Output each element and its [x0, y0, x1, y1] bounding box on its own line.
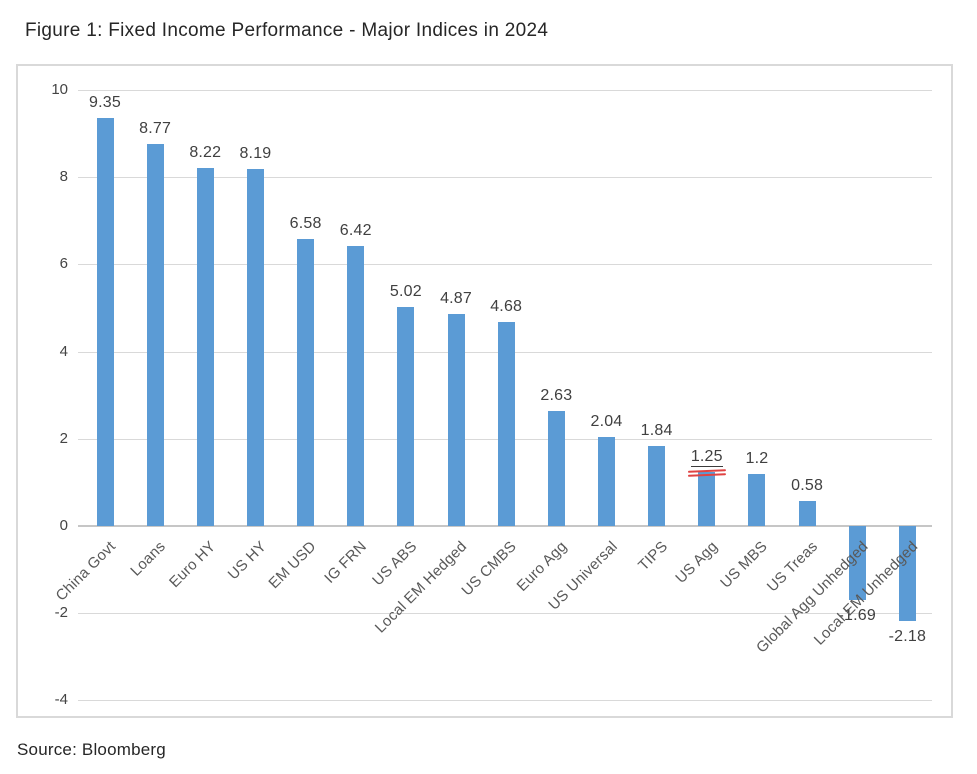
y-axis-tick-label: 8: [59, 168, 68, 186]
bar-value-label: -2.18: [888, 628, 927, 646]
bar-value-label: 6.58: [289, 215, 322, 233]
x-axis-category-label: IG FRN: [320, 538, 370, 587]
y-axis-tick-label: 2: [59, 429, 68, 447]
bar: [297, 239, 315, 526]
bar-value-label: 8.19: [239, 144, 272, 162]
y-axis-tick-label: 0: [59, 517, 68, 534]
bar-value-label: 1.84: [640, 421, 673, 439]
gridline: [78, 90, 932, 91]
y-axis-tick-label: -4: [54, 691, 68, 709]
y-axis-tick-label: -2: [54, 604, 68, 622]
bar: [648, 445, 666, 526]
annotated-value-text: 1.25: [690, 447, 723, 467]
bar-value-label: 2.04: [590, 413, 623, 431]
bar: [397, 307, 415, 526]
bar: [447, 313, 465, 526]
bar-value-label: 4.87: [440, 289, 473, 307]
bar-value-label: 4.68: [490, 297, 523, 315]
figure-title: Figure 1: Fixed Income Performance - Maj…: [25, 20, 549, 41]
bar: [898, 526, 916, 622]
bar-value-label: 9.35: [89, 94, 121, 112]
gridline: [78, 613, 932, 615]
gridline: [78, 177, 932, 179]
bar: [146, 143, 164, 526]
zero-axis-line: [78, 525, 932, 527]
gridline: [78, 264, 932, 266]
bar: [748, 473, 766, 526]
bar: [246, 168, 264, 526]
x-axis-category-label: US HY: [224, 538, 270, 584]
x-axis-category-label: Euro HY: [166, 538, 220, 592]
bar-value-label: 5.02: [389, 283, 422, 301]
x-axis-category-label: TIPS: [634, 538, 671, 575]
bar: [347, 246, 365, 526]
bar-value-label: 8.77: [139, 119, 172, 137]
bar: [497, 321, 515, 526]
red-underline-annotation: [687, 472, 726, 477]
bar: [798, 500, 816, 526]
y-axis-tick-label: 10: [51, 81, 68, 98]
x-axis-category-label: Loans: [127, 538, 170, 580]
bar-value-label: 0.58: [791, 476, 824, 494]
bar: [96, 118, 114, 526]
bar: [598, 437, 615, 526]
x-axis-category-label: China Govt: [52, 538, 120, 605]
x-axis-category-label: EM USD: [265, 538, 320, 593]
gridline: [78, 700, 932, 702]
chart-area: 10 8 6 4 2 0 -2 -4 9.35 China Govt 8.77 Loans 8.22 Eu…: [16, 64, 953, 718]
source-caption: Source: Bloomberg: [17, 740, 166, 759]
y-axis-tick-label: 4: [59, 342, 68, 360]
bar-value-label: 1.25: [662, 447, 752, 477]
bar-value-label: 6.42: [339, 222, 372, 240]
bar-value-label: 8.22: [189, 143, 222, 161]
bar: [196, 167, 214, 526]
red-underline-annotation: [687, 468, 726, 473]
x-axis-category-label: Local EM Hedged: [371, 538, 471, 637]
bar-value-label: 2.63: [540, 387, 573, 405]
x-axis-category-label: US MBS: [717, 538, 771, 592]
x-axis-category-label: US Agg: [671, 538, 721, 587]
y-axis-tick-label: 6: [59, 255, 68, 273]
bar-value-label: -1.69: [838, 606, 876, 624]
bar: [698, 471, 716, 526]
bar: [547, 411, 565, 526]
bar: [848, 526, 866, 600]
bar-value-label: 1.2: [745, 449, 769, 467]
